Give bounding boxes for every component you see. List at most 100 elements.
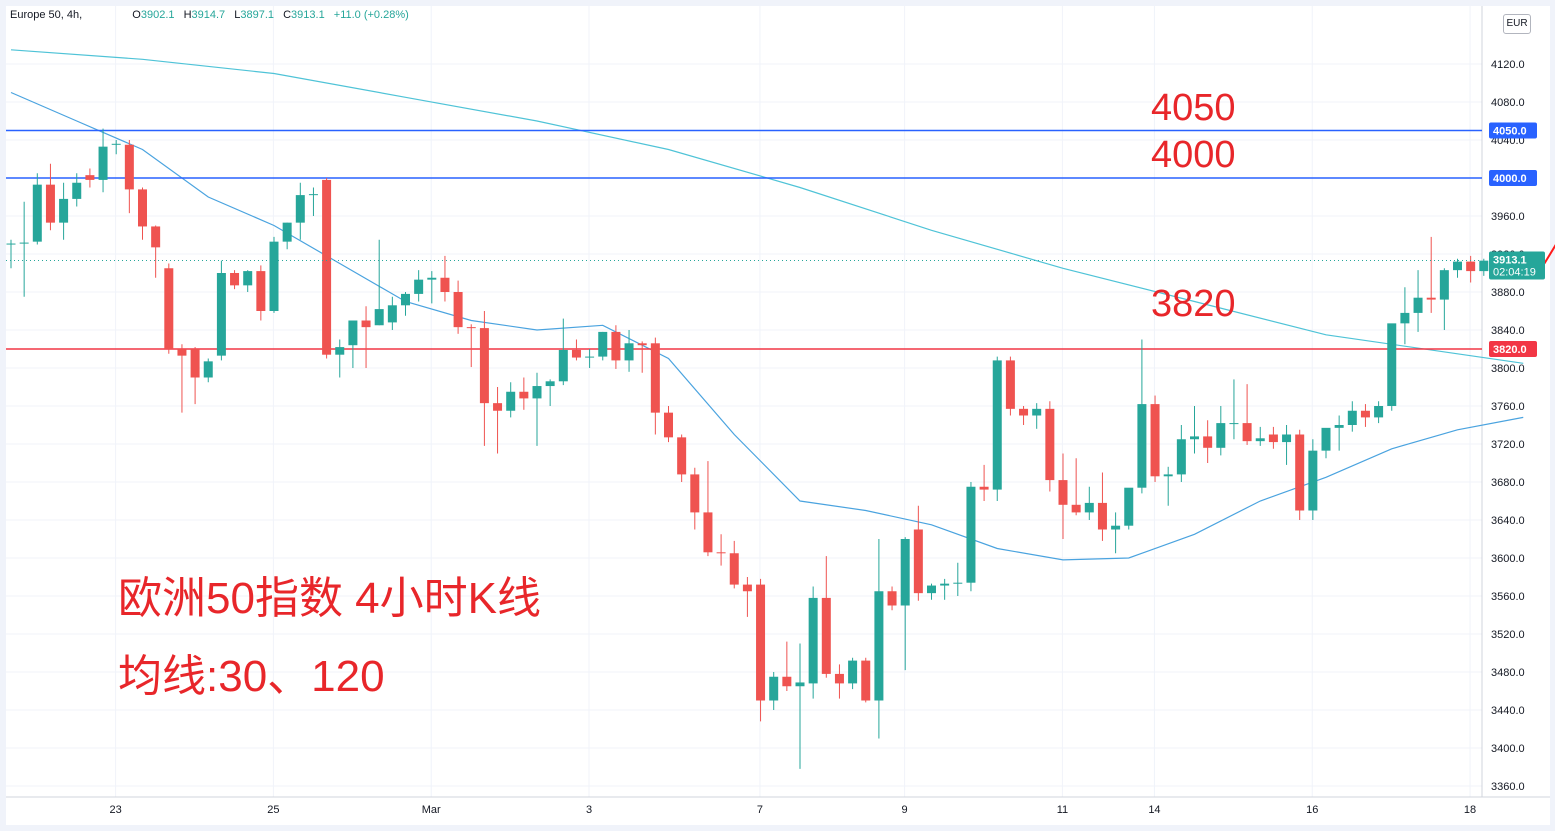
candle-body[interactable] (1124, 487, 1134, 526)
candle-body[interactable] (834, 673, 844, 684)
candle-body[interactable] (190, 349, 200, 378)
candle-body[interactable] (269, 241, 279, 311)
candle-body[interactable] (427, 277, 437, 280)
candle-body[interactable] (1255, 438, 1265, 442)
candle-body[interactable] (1229, 423, 1239, 425)
candle-body[interactable] (322, 179, 332, 355)
candle-body[interactable] (598, 331, 608, 357)
plot-area[interactable] (6, 6, 1482, 797)
candle-body[interactable] (19, 242, 29, 244)
candle-body[interactable] (138, 189, 147, 227)
candle-body[interactable] (256, 271, 266, 311)
candle-body[interactable] (1347, 410, 1357, 425)
candle-body[interactable] (729, 553, 739, 585)
candle-body[interactable] (913, 529, 923, 594)
candle-body[interactable] (1216, 423, 1226, 448)
candle-body[interactable] (1387, 323, 1397, 406)
candle-body[interactable] (795, 682, 805, 687)
candle-body[interactable] (1242, 423, 1252, 442)
candle-body[interactable] (1190, 436, 1199, 440)
candle-body[interactable] (1321, 427, 1331, 451)
candle-body[interactable] (927, 585, 936, 594)
candle-body[interactable] (203, 361, 213, 378)
candle-body[interactable] (1439, 270, 1449, 300)
candle-body[interactable] (295, 195, 305, 223)
candle-body[interactable] (1360, 410, 1370, 418)
candle-body[interactable] (1479, 260, 1489, 272)
candle-body[interactable] (637, 343, 647, 346)
candle-body[interactable] (808, 597, 818, 684)
candle-body[interactable] (466, 327, 476, 329)
candle-body[interactable] (308, 194, 318, 196)
candle-body[interactable] (59, 198, 69, 223)
candle-body[interactable] (374, 309, 384, 326)
candle-body[interactable] (716, 552, 726, 554)
candle-body[interactable] (401, 293, 410, 306)
candle-body[interactable] (1374, 406, 1384, 418)
candle-body[interactable] (506, 391, 516, 411)
candle-body[interactable] (677, 437, 687, 475)
candle-body[interactable] (1058, 480, 1068, 505)
candle-body[interactable] (493, 403, 503, 411)
candle-body[interactable] (32, 184, 42, 242)
candle-body[interactable] (1111, 525, 1121, 530)
candle-body[interactable] (1413, 297, 1423, 313)
candle-body[interactable] (230, 273, 240, 286)
candle-body[interactable] (848, 660, 858, 684)
candle-body[interactable] (1334, 425, 1344, 428)
candle-body[interactable] (532, 386, 542, 399)
candle-body[interactable] (1295, 434, 1305, 511)
candle-body[interactable] (361, 320, 371, 328)
candle-body[interactable] (1466, 261, 1476, 272)
candle-body[interactable] (243, 271, 253, 286)
candle-body[interactable] (335, 347, 345, 355)
candle-body[interactable] (1097, 502, 1107, 530)
candle-body[interactable] (1137, 404, 1147, 488)
candle-body[interactable] (611, 331, 621, 361)
candle-body[interactable] (1045, 408, 1055, 481)
candle-body[interactable] (111, 143, 121, 145)
candle-body[interactable] (440, 277, 450, 292)
candle-body[interactable] (1005, 360, 1015, 409)
candle-body[interactable] (664, 412, 673, 438)
candle-body[interactable] (164, 268, 174, 349)
candle-body[interactable] (98, 146, 108, 180)
candle-body[interactable] (177, 349, 187, 356)
candle-body[interactable] (151, 226, 161, 248)
candle-body[interactable] (953, 582, 963, 584)
candle-body[interactable] (979, 486, 989, 490)
candle-body[interactable] (348, 320, 358, 346)
candle-body[interactable] (414, 279, 424, 294)
candle-body[interactable] (453, 292, 463, 328)
candle-body[interactable] (650, 343, 660, 413)
candle-body[interactable] (821, 597, 831, 674)
time-axis[interactable] (6, 797, 1550, 825)
candle-body[interactable] (1032, 408, 1042, 416)
candle-body[interactable] (874, 591, 884, 701)
candle-body[interactable] (45, 184, 55, 223)
candle-body[interactable] (703, 512, 713, 553)
candle-body[interactable] (782, 676, 792, 687)
candle-body[interactable] (519, 391, 529, 399)
candle-body[interactable] (1426, 297, 1436, 300)
candle-body[interactable] (1019, 408, 1029, 416)
candle-body[interactable] (1084, 502, 1094, 513)
candle-body[interactable] (85, 175, 95, 180)
candle-body[interactable] (966, 486, 976, 583)
candle-body[interactable] (387, 305, 397, 323)
candle-body[interactable] (282, 222, 292, 242)
candle-body[interactable] (545, 381, 555, 387)
candle-body[interactable] (900, 539, 910, 606)
candle-body[interactable] (1071, 504, 1081, 513)
candle-body[interactable] (756, 584, 766, 701)
candle-body[interactable] (742, 584, 752, 592)
candle-body[interactable] (1203, 436, 1213, 448)
candle-body[interactable] (1308, 450, 1318, 511)
candle-body[interactable] (1150, 404, 1160, 477)
candle-body[interactable] (861, 660, 871, 701)
candle-body[interactable] (216, 273, 226, 356)
candle-body[interactable] (887, 591, 897, 606)
candle-body[interactable] (1268, 434, 1278, 443)
